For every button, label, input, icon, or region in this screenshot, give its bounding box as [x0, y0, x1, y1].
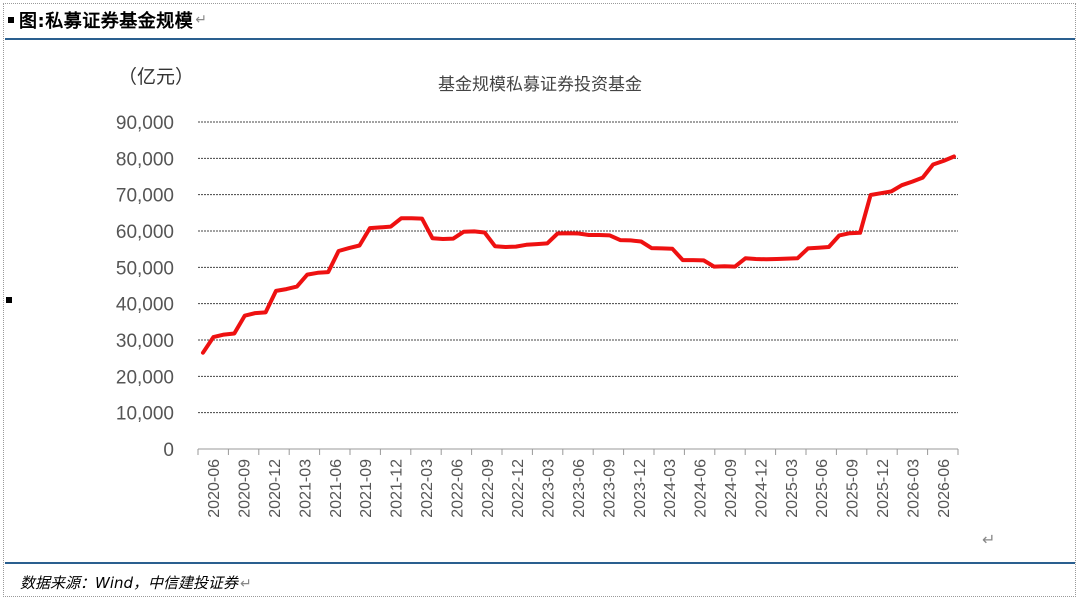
- x-tick-label: 2022-03: [419, 459, 436, 518]
- x-tick-label: 2020-12: [267, 459, 284, 518]
- paragraph-mark-icon: ↵: [240, 576, 252, 592]
- x-tick-label: 2025-09: [845, 459, 862, 518]
- x-tick-label: 2023-12: [632, 459, 649, 518]
- series-line: [201, 154, 956, 355]
- source-note: 数据来源：Wind，中信建投证券 ↵: [20, 572, 252, 593]
- x-tick-label: 2021-06: [328, 459, 345, 518]
- source-text: 数据来源：Wind，中信建投证券: [20, 574, 239, 592]
- x-tick-label: 2020-09: [237, 459, 254, 518]
- x-tick-label: 2023-03: [541, 459, 558, 518]
- y-tick-label: 50,000: [116, 258, 174, 279]
- chart-title: 基金规模私募证券投资基金: [438, 75, 642, 95]
- x-tick-label: 2022-12: [510, 459, 527, 518]
- x-tick-label: 2024-03: [662, 459, 679, 518]
- y-tick-label: 20,000: [116, 367, 174, 388]
- x-tick-label: 2022-09: [480, 459, 497, 518]
- bottom-rule: [5, 562, 1075, 564]
- figure-title: 图:私募证券基金规模: [19, 11, 194, 32]
- y-tick-label: 60,000: [116, 222, 174, 243]
- unit-label: （亿元）: [118, 66, 194, 88]
- x-tick-label: 2024-09: [723, 459, 740, 518]
- x-tick-label: 2020-06: [206, 459, 223, 518]
- paragraph-mark-icon: ↵: [982, 530, 996, 549]
- x-tick-label: 2024-06: [693, 459, 710, 518]
- y-tick-label: 10,000: [116, 404, 174, 425]
- y-tick-label: 0: [163, 440, 174, 461]
- y-tick-label: 80,000: [116, 149, 174, 170]
- x-tick-label: 2021-03: [297, 459, 314, 518]
- y-tick-label: 90,000: [116, 113, 174, 134]
- x-tick-label: 2022-06: [449, 459, 466, 518]
- document-frame: [3, 3, 1076, 597]
- y-tick-label: 70,000: [116, 186, 174, 207]
- x-tick-label: 2023-09: [601, 459, 618, 518]
- y-tick-label: 30,000: [116, 331, 174, 352]
- paragraph-mark-icon: ↵: [195, 12, 207, 28]
- x-tick-label: 2025-12: [875, 459, 892, 518]
- x-tick-label: 2021-09: [358, 459, 375, 518]
- side-bullet-icon: [6, 297, 12, 303]
- bullet-icon: [8, 17, 14, 23]
- top-rule: [5, 38, 1075, 40]
- x-tick-label: 2023-06: [571, 459, 588, 518]
- figure-header: 图:私募证券基金规模 ↵: [8, 8, 207, 32]
- x-tick-label: 2021-12: [389, 459, 406, 518]
- x-tick-label: 2026-06: [936, 459, 953, 518]
- x-tick-label: 2026-03: [905, 459, 922, 518]
- x-tick-label: 2025-06: [814, 459, 831, 518]
- x-tick-label: 2024-12: [753, 459, 770, 518]
- x-tick-label: 2025-03: [784, 459, 801, 518]
- y-tick-label: 40,000: [116, 295, 174, 316]
